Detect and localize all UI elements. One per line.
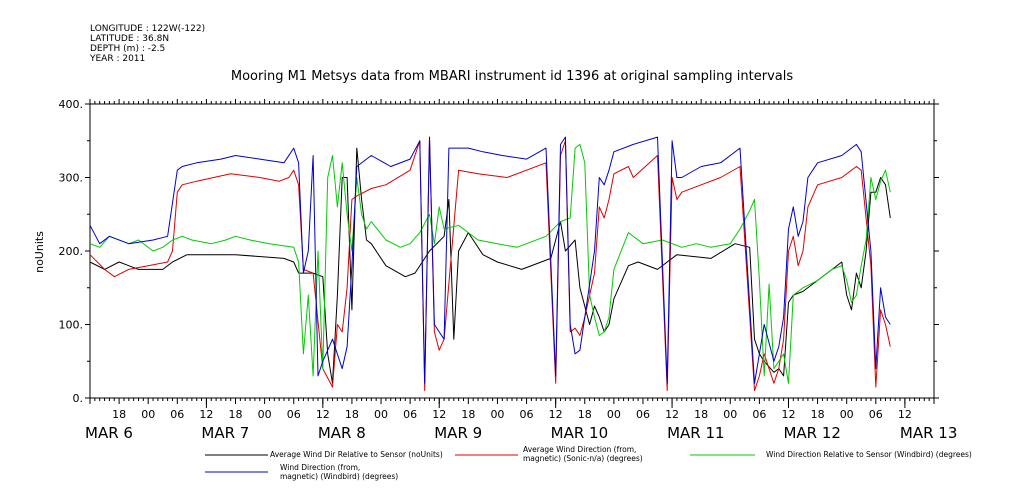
y-axis-label: noUnits (33, 231, 46, 273)
x-tick-label: 12 (781, 408, 795, 421)
y-tick-label: 400. (59, 98, 84, 111)
y-tick-label: 0. (73, 392, 84, 405)
plot-area (89, 103, 935, 399)
x-tick-label: 18 (694, 408, 708, 421)
series-line (89, 143, 891, 384)
x-tick-label: 00 (607, 408, 621, 421)
x-tick-label: 06 (752, 408, 766, 421)
y-tick-label: 100. (59, 319, 84, 332)
series-line (89, 136, 891, 392)
x-day-label: MAR 12 (783, 424, 840, 442)
series-line (89, 147, 891, 384)
legend: Average Wind Dir Relative to Sensor (noU… (205, 445, 972, 481)
legend-label: Wind Direction (from, (280, 463, 360, 472)
x-tick-label: 12 (898, 408, 912, 421)
y-tick-label: 300. (59, 172, 84, 185)
x-tick-label: 00 (258, 408, 272, 421)
x-tick-label: 06 (287, 408, 301, 421)
x-tick-label: 00 (840, 408, 854, 421)
x-tick-label: 00 (490, 408, 504, 421)
axes-layer: 0. 100. 200. 300. 400. 18 00 06 12 18 00 06 12 18 00 06… (59, 98, 958, 442)
legend-label: magnetic) (Windbird) (degrees) (280, 472, 398, 481)
x-tick-label: 06 (520, 408, 534, 421)
meta-line: DEPTH (m) : -2.5 (90, 44, 165, 54)
x-tick-label: 18 (112, 408, 126, 421)
legend-label: magnetic) (Sonic-n/a) (degrees) (523, 454, 643, 463)
x-day-label: MAR 7 (201, 424, 249, 442)
x-day-label: MAR 10 (551, 424, 608, 442)
x-tick-label: 12 (549, 408, 563, 421)
metadata-block: LONGITUDE : 122W(-122) LATITUDE : 36.8N … (89, 24, 205, 64)
x-tick-label: 18 (578, 408, 592, 421)
x-day-label: MAR 13 (900, 424, 957, 442)
meta-line: LATITUDE : 36.8N (90, 34, 169, 44)
series-line (89, 136, 891, 384)
x-tick-label: 06 (403, 408, 417, 421)
x-tick-label: 12 (316, 408, 330, 421)
x-tick-label: 00 (374, 408, 388, 421)
x-tick-label: 00 (141, 408, 155, 421)
meta-line: YEAR : 2011 (89, 54, 145, 64)
legend-label: Wind Direction Relative to Sensor (Windb… (766, 450, 972, 459)
x-tick-label: 06 (636, 408, 650, 421)
legend-label: Average Wind Dir Relative to Sensor (noU… (270, 450, 443, 459)
legend-label: Average Wind Direction (from, (523, 445, 636, 454)
x-tick-label: 12 (199, 408, 213, 421)
chart-title: Mooring M1 Metsys data from MBARI instru… (231, 69, 793, 84)
x-day-label: MAR 11 (667, 424, 724, 442)
y-tick-label: 200. (59, 245, 84, 258)
x-tick-label: 18 (345, 408, 359, 421)
x-tick-label: 06 (869, 408, 883, 421)
x-day-label: MAR 6 (85, 424, 133, 442)
x-tick-label: 18 (229, 408, 243, 421)
x-tick-label: 18 (811, 408, 825, 421)
x-day-label: MAR 9 (434, 424, 482, 442)
x-day-label: MAR 8 (318, 424, 366, 442)
x-tick-label: 12 (432, 408, 446, 421)
series-layer (89, 136, 891, 392)
meta-line: LONGITUDE : 122W(-122) (90, 24, 205, 34)
x-tick-label: 06 (170, 408, 184, 421)
x-tick-label: 00 (723, 408, 737, 421)
plot-frame (89, 103, 935, 399)
x-tick-label: 18 (461, 408, 475, 421)
x-tick-label: 12 (665, 408, 679, 421)
